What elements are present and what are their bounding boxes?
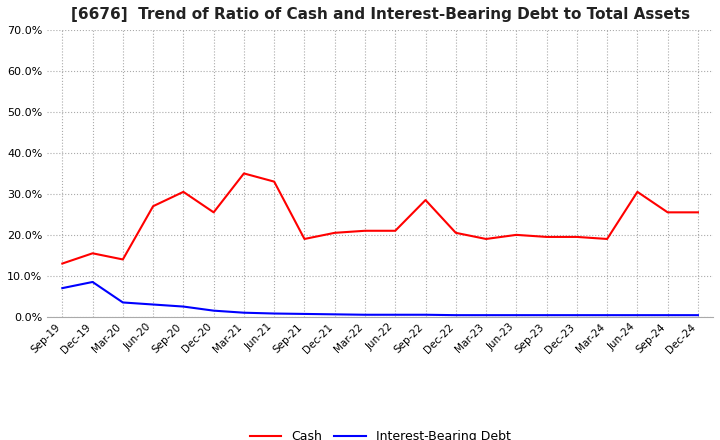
- Cash: [330, 230, 339, 235]
- Cash: [663, 210, 672, 215]
- Cash: [512, 232, 521, 238]
- Cash: [300, 236, 309, 242]
- Cash: [270, 179, 279, 184]
- Interest-Bearing Debt: [300, 311, 309, 316]
- Cash: [58, 261, 67, 266]
- Interest-Bearing Debt: [542, 312, 551, 318]
- Cash: [482, 236, 490, 242]
- Interest-Bearing Debt: [391, 312, 400, 317]
- Interest-Bearing Debt: [119, 300, 127, 305]
- Interest-Bearing Debt: [663, 312, 672, 318]
- Cash: [210, 210, 218, 215]
- Title: [6676]  Trend of Ratio of Cash and Interest-Bearing Debt to Total Assets: [6676] Trend of Ratio of Cash and Intere…: [71, 7, 690, 22]
- Cash: [391, 228, 400, 233]
- Cash: [633, 189, 642, 194]
- Interest-Bearing Debt: [330, 312, 339, 317]
- Line: Cash: Cash: [63, 173, 698, 264]
- Cash: [421, 198, 430, 203]
- Interest-Bearing Debt: [512, 312, 521, 318]
- Cash: [119, 257, 127, 262]
- Interest-Bearing Debt: [451, 312, 460, 318]
- Interest-Bearing Debt: [58, 286, 67, 291]
- Interest-Bearing Debt: [603, 312, 611, 318]
- Interest-Bearing Debt: [89, 279, 97, 285]
- Interest-Bearing Debt: [361, 312, 369, 317]
- Interest-Bearing Debt: [693, 312, 702, 318]
- Cash: [572, 234, 581, 239]
- Cash: [603, 236, 611, 242]
- Cash: [693, 210, 702, 215]
- Cash: [361, 228, 369, 233]
- Interest-Bearing Debt: [421, 312, 430, 317]
- Interest-Bearing Debt: [210, 308, 218, 313]
- Cash: [149, 204, 158, 209]
- Interest-Bearing Debt: [633, 312, 642, 318]
- Cash: [89, 251, 97, 256]
- Interest-Bearing Debt: [482, 312, 490, 318]
- Interest-Bearing Debt: [149, 302, 158, 307]
- Interest-Bearing Debt: [240, 310, 248, 315]
- Cash: [179, 189, 188, 194]
- Interest-Bearing Debt: [179, 304, 188, 309]
- Interest-Bearing Debt: [572, 312, 581, 318]
- Legend: Cash, Interest-Bearing Debt: Cash, Interest-Bearing Debt: [245, 425, 516, 440]
- Cash: [542, 234, 551, 239]
- Line: Interest-Bearing Debt: Interest-Bearing Debt: [63, 282, 698, 315]
- Cash: [451, 230, 460, 235]
- Interest-Bearing Debt: [270, 311, 279, 316]
- Cash: [240, 171, 248, 176]
